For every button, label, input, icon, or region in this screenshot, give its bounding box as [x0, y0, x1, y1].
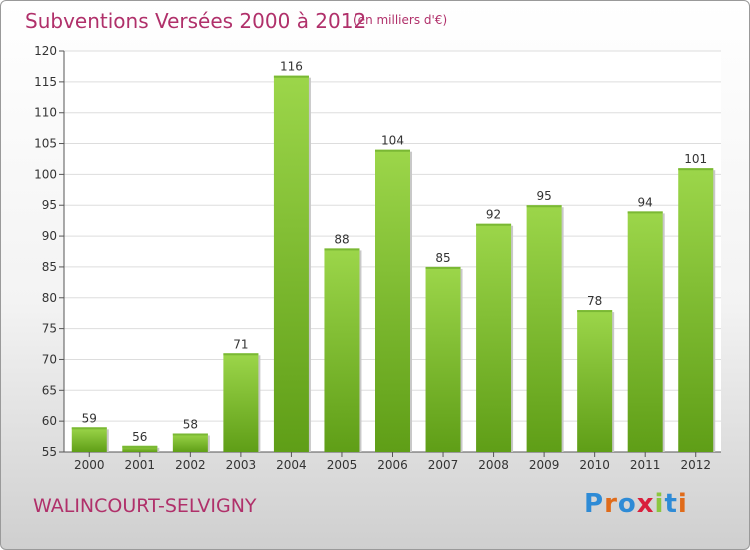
logo-letter: P — [584, 489, 605, 519]
bar — [71, 427, 107, 452]
bar-top — [627, 211, 663, 214]
x-tick-label: 2003 — [226, 458, 257, 472]
x-tick-label: 2011 — [630, 458, 661, 472]
data-label: 116 — [280, 60, 303, 74]
data-label: 92 — [486, 208, 501, 222]
bar — [526, 205, 562, 452]
bar-top — [172, 433, 208, 436]
bar-top — [273, 75, 309, 78]
bar — [172, 433, 208, 452]
y-tick-label: 100 — [34, 167, 57, 181]
bar-top — [678, 168, 714, 171]
bar-top — [71, 427, 107, 430]
data-label: 71 — [233, 337, 248, 351]
data-label: 95 — [536, 189, 551, 203]
data-label: 88 — [334, 232, 349, 246]
bar — [577, 310, 613, 452]
x-tick-label: 2002 — [175, 458, 206, 472]
bar-top — [324, 248, 360, 251]
bar — [223, 353, 259, 452]
logo-letter: r — [604, 489, 618, 519]
bar-top — [375, 149, 410, 152]
data-label: 56 — [132, 430, 147, 444]
bar-top — [526, 205, 562, 208]
x-tick-label: 2012 — [680, 458, 711, 472]
y-tick-label: 60 — [42, 414, 57, 428]
bar-top — [223, 353, 259, 356]
logo-letter: i — [677, 489, 688, 519]
y-tick-label: 85 — [42, 260, 57, 274]
data-label: 94 — [638, 195, 653, 209]
logo-letter: x — [636, 489, 655, 519]
bar — [122, 445, 158, 452]
y-tick-label: 65 — [42, 383, 57, 397]
y-tick-label: 70 — [42, 352, 57, 366]
bar — [375, 149, 410, 452]
bar — [273, 75, 309, 452]
data-label: 78 — [587, 294, 602, 308]
bar-top — [122, 445, 158, 448]
data-label: 59 — [82, 411, 97, 425]
bar — [678, 168, 714, 452]
data-label: 101 — [684, 152, 707, 166]
bar-top — [476, 223, 512, 226]
x-tick-label: 2005 — [327, 458, 358, 472]
commune-name: WALINCOURT-SELVIGNY — [33, 495, 257, 517]
unit-note: (en milliers d'€) — [353, 13, 448, 27]
bar-top — [577, 310, 613, 313]
chart-title: Subventions Versées 2000 à 2012 — [25, 9, 367, 33]
x-tick-label: 2008 — [478, 458, 509, 472]
bar — [324, 248, 360, 452]
y-tick-label: 75 — [42, 322, 57, 336]
x-tick-label: 2000 — [74, 458, 105, 472]
data-label: 85 — [435, 251, 450, 265]
x-tick-label: 2010 — [579, 458, 610, 472]
data-label: 104 — [381, 134, 404, 148]
x-tick-label: 2006 — [377, 458, 408, 472]
y-tick-label: 115 — [34, 75, 57, 89]
logo-letter: i — [654, 489, 665, 519]
x-tick-label: 2007 — [428, 458, 459, 472]
y-tick-label: 120 — [34, 44, 57, 58]
y-tick-label: 90 — [42, 229, 57, 243]
data-label: 58 — [183, 417, 198, 431]
proxiti-logo: Proxiti — [584, 489, 688, 519]
bar — [627, 211, 663, 452]
y-tick-label: 110 — [34, 106, 57, 120]
x-tick-label: 2009 — [529, 458, 560, 472]
y-tick-label: 55 — [42, 445, 57, 459]
x-tick-label: 2004 — [276, 458, 307, 472]
logo-letter: t — [664, 489, 678, 519]
bar — [425, 266, 461, 452]
logo-letter: o — [617, 489, 637, 519]
y-tick-label: 105 — [34, 137, 57, 151]
y-tick-label: 95 — [42, 198, 57, 212]
bar-top — [425, 266, 461, 269]
y-tick-label: 80 — [42, 291, 57, 305]
x-tick-label: 2001 — [125, 458, 156, 472]
bar — [476, 223, 512, 452]
